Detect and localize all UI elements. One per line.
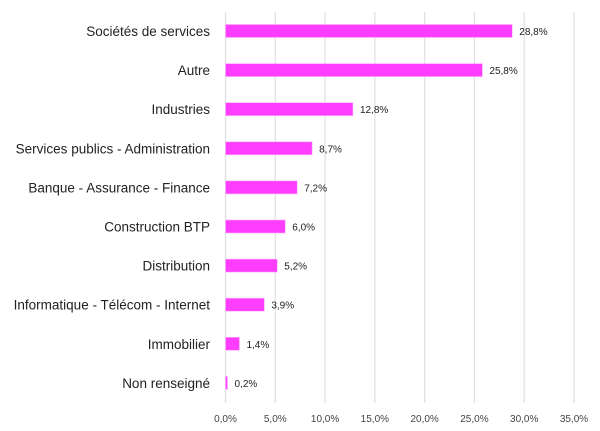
category-label: Services publics - Administration (16, 141, 210, 156)
x-tick-label: 10,0% (311, 414, 339, 425)
category-label: Industries (151, 102, 210, 117)
x-tick-label: 20,0% (410, 414, 438, 425)
bar (225, 63, 483, 77)
x-tick-label: 35,0% (560, 414, 588, 425)
bar (225, 141, 313, 156)
bar (225, 258, 278, 273)
category-label: Informatique - Télécom - Internet (14, 298, 211, 313)
x-tick-label: 25,0% (460, 414, 488, 425)
data-label: 8,7% (319, 144, 342, 155)
x-tick-label: 0,0% (214, 414, 237, 425)
data-label: 5,2% (284, 262, 307, 273)
category-label: Autre (178, 63, 210, 78)
category-label: Construction BTP (104, 220, 210, 235)
bar (225, 102, 354, 116)
bar (225, 24, 513, 38)
category-label: Sociétés de services (86, 24, 210, 39)
x-tick-label: 15,0% (361, 414, 389, 425)
bar (225, 219, 286, 234)
bar (225, 297, 265, 312)
data-label: 25,8% (489, 66, 517, 77)
bar (225, 336, 240, 351)
data-label: 12,8% (360, 105, 388, 116)
bar (225, 376, 228, 390)
bar (225, 180, 298, 195)
data-label: 28,8% (519, 27, 547, 38)
data-label: 0,2% (234, 379, 257, 390)
data-label: 6,0% (292, 223, 315, 234)
x-tick-label: 5,0% (264, 414, 287, 425)
category-label: Distribution (142, 259, 210, 274)
category-label: Banque - Assurance - Finance (28, 180, 210, 195)
data-label: 1,4% (246, 340, 269, 351)
x-tick-label: 30,0% (510, 414, 538, 425)
data-label: 7,2% (304, 183, 327, 194)
category-label: Non renseigné (122, 376, 210, 391)
data-label: 3,9% (271, 301, 294, 312)
category-label: Immobilier (148, 337, 211, 352)
